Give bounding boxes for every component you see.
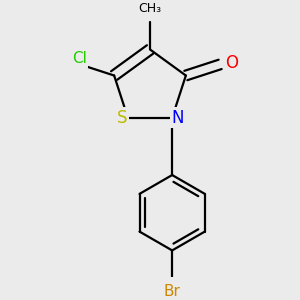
Text: N: N xyxy=(171,109,184,127)
Text: Cl: Cl xyxy=(72,52,87,67)
Text: CH₃: CH₃ xyxy=(138,2,162,15)
Text: Br: Br xyxy=(164,284,181,299)
Text: S: S xyxy=(117,109,127,127)
Text: O: O xyxy=(225,54,238,72)
